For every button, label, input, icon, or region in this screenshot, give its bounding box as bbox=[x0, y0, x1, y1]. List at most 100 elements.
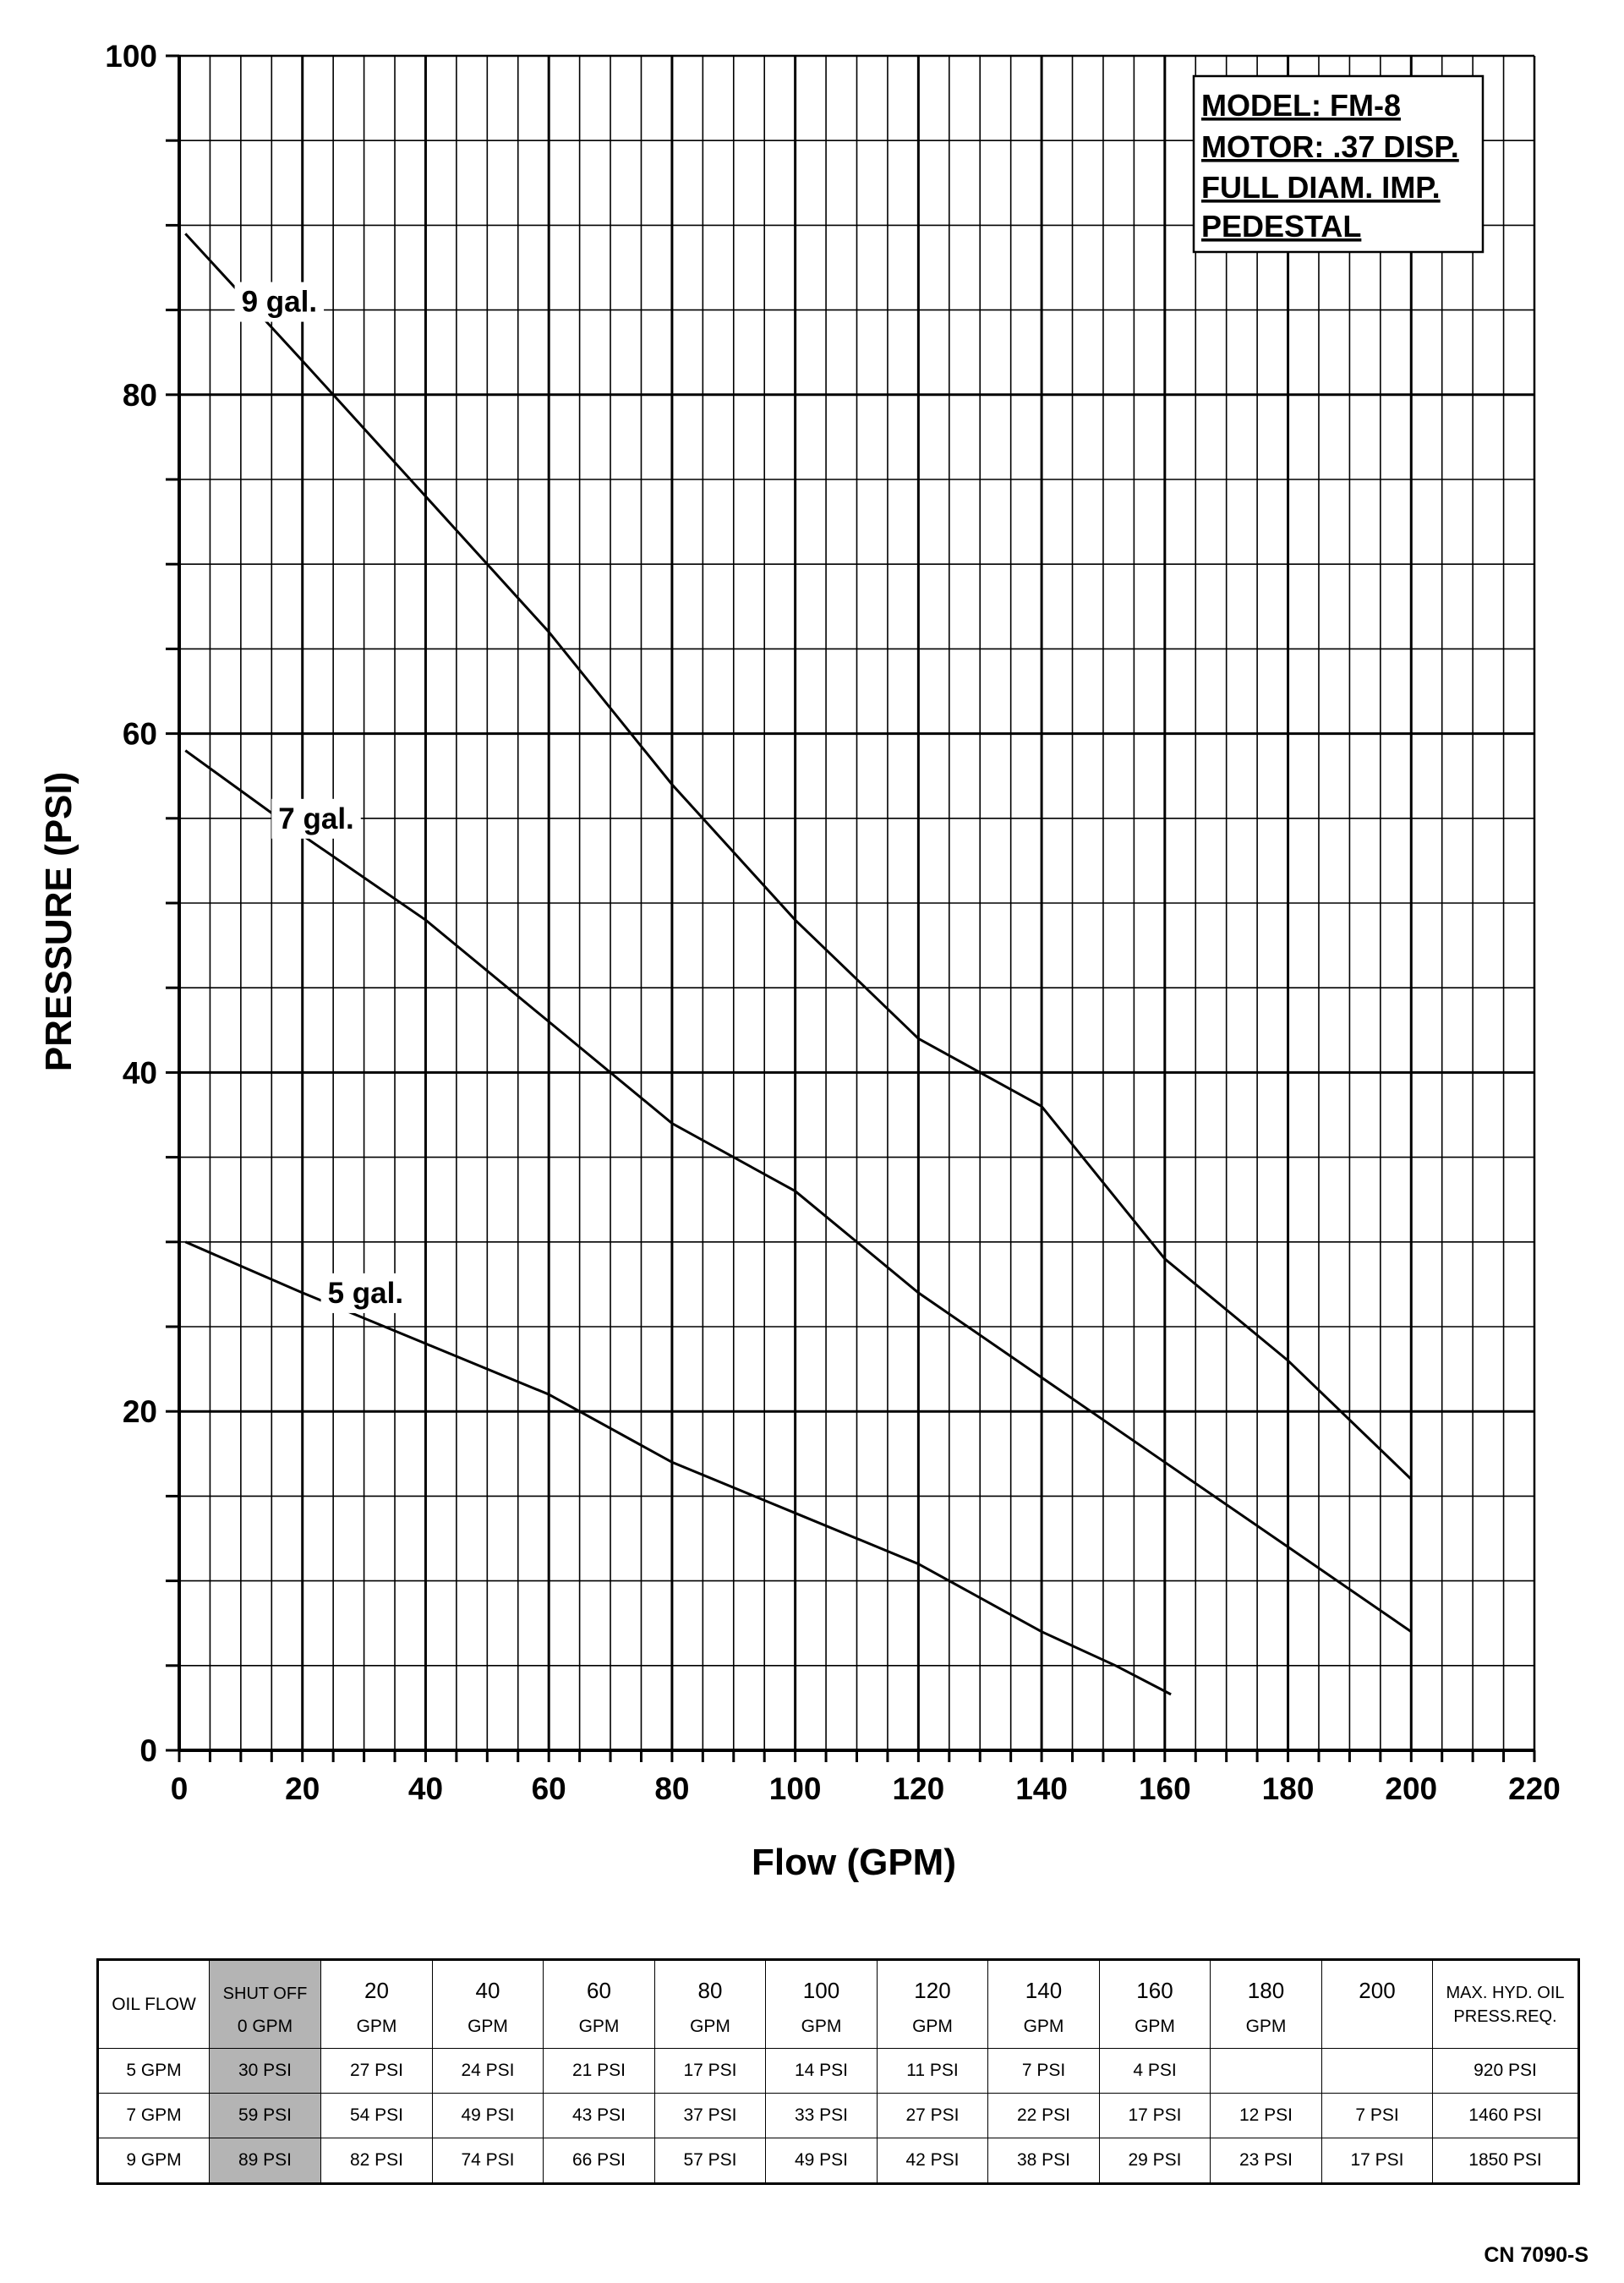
shutoff-header: SHUT OFF bbox=[209, 1959, 321, 2006]
table-cell: 43 PSI bbox=[543, 2093, 655, 2138]
y-axis-title: PRESSURE (PSI) bbox=[38, 772, 79, 1072]
table-cell: 38 PSI bbox=[987, 2138, 1100, 2184]
chart-grid bbox=[179, 56, 1534, 1750]
curve-label: 5 gal. bbox=[320, 1273, 411, 1313]
table-cell: 12 PSI bbox=[1210, 2093, 1322, 2138]
curve-label: 9 gal. bbox=[234, 282, 325, 322]
y-tick-label: 0 bbox=[139, 1733, 157, 1768]
flow-unit: GPM bbox=[320, 2006, 433, 2049]
pressure-curve bbox=[184, 1240, 1172, 1696]
table-cell: 27 PSI bbox=[320, 2048, 433, 2094]
x-tick-label: 100 bbox=[769, 1771, 822, 1806]
curve-label: 7 gal. bbox=[271, 798, 361, 839]
chart-curve-labels: 9 gal. 7 gal. 5 gal. bbox=[234, 282, 411, 1313]
table-cell: 74 PSI bbox=[432, 2138, 544, 2184]
x-tick-label: 200 bbox=[1385, 1771, 1437, 1806]
flow-unit: GPM bbox=[987, 2006, 1100, 2049]
chart-curves bbox=[184, 233, 1413, 1696]
table-cell: 42 PSI bbox=[877, 2138, 988, 2184]
x-axis-title: Flow (GPM) bbox=[752, 1842, 956, 1883]
table-row: 9 GPM 89 PSI 82 PSI 74 PSI 66 PSI 57 PSI… bbox=[97, 2138, 1579, 2184]
curve-label-background bbox=[234, 282, 325, 322]
row-label: 7 GPM bbox=[97, 2093, 210, 2138]
x-tick-label: 120 bbox=[892, 1771, 944, 1806]
y-tick-label: 60 bbox=[123, 717, 157, 752]
max-pressure-header-line: PRESS.REQ. bbox=[1453, 2007, 1557, 2026]
row-label: 5 GPM bbox=[97, 2048, 210, 2094]
max-pressure-cell: 1460 PSI bbox=[1432, 2093, 1579, 2138]
curve-label-text: 5 gal. bbox=[328, 1277, 403, 1310]
flow-unit: GPM bbox=[432, 2006, 544, 2049]
max-pressure-cell: 920 PSI bbox=[1432, 2048, 1579, 2094]
y-tick-label: 80 bbox=[123, 378, 157, 413]
curve-label-text: 9 gal. bbox=[242, 286, 317, 319]
x-tick-label: 140 bbox=[1015, 1771, 1068, 1806]
table-cell: 54 PSI bbox=[320, 2093, 433, 2138]
table-cell: 49 PSI bbox=[765, 2138, 878, 2184]
x-tick-label: 180 bbox=[1262, 1771, 1315, 1806]
pump-performance-chart: 0 20 40 60 80 100 0 20 40 60 80 100 120 140 160 180 200 2… bbox=[38, 39, 1561, 1883]
x-tick-label: 40 bbox=[408, 1771, 443, 1806]
pressure-curve bbox=[184, 233, 1413, 1481]
flow-header: 140 bbox=[987, 1959, 1100, 2006]
model-info-line: MODEL: FM-8 bbox=[1201, 88, 1401, 123]
max-pressure-header: MAX. HYD. OIL PRESS.REQ. bbox=[1432, 1959, 1579, 2049]
flow-unit: GPM bbox=[543, 2006, 655, 2049]
flow-header: 100 bbox=[765, 1959, 878, 2006]
table-row: 5 GPM 30 PSI 27 PSI 24 PSI 21 PSI 17 PSI… bbox=[97, 2048, 1579, 2094]
table-header-row: OIL FLOW SHUT OFF 20 40 60 80 100 120 14… bbox=[97, 1959, 1579, 2049]
table-cell: 14 PSI bbox=[765, 2048, 878, 2094]
table-cell: 11 PSI bbox=[877, 2048, 988, 2094]
x-tick-label: 0 bbox=[171, 1771, 189, 1806]
flow-unit: GPM bbox=[1210, 2006, 1322, 2049]
flow-unit: GPM bbox=[654, 2006, 766, 2049]
table-cell: 17 PSI bbox=[1099, 2093, 1211, 2138]
table-cell: 82 PSI bbox=[320, 2138, 433, 2184]
shutoff-cell: 89 PSI bbox=[209, 2138, 321, 2184]
table-cell: 7 PSI bbox=[1321, 2093, 1433, 2138]
oil-flow-header: OIL FLOW bbox=[97, 1959, 210, 2049]
model-info-line: PEDESTAL bbox=[1201, 209, 1361, 244]
table-cell: 33 PSI bbox=[765, 2093, 878, 2138]
curve-label-background bbox=[271, 798, 361, 839]
model-info-box-frame bbox=[1192, 74, 1485, 254]
table-cell: 37 PSI bbox=[654, 2093, 766, 2138]
y-tick-label: 20 bbox=[123, 1394, 157, 1429]
model-info-line: FULL DIAM. IMP. bbox=[1201, 170, 1441, 205]
flow-header: 80 bbox=[654, 1959, 766, 2006]
table-cell: 57 PSI bbox=[654, 2138, 766, 2184]
flow-header: 200 bbox=[1321, 1959, 1433, 2006]
curve-label-text: 7 gal. bbox=[278, 802, 353, 835]
flow-unit: GPM bbox=[765, 2006, 878, 2049]
flow-header: 60 bbox=[543, 1959, 655, 2006]
y-tick-label: 100 bbox=[105, 39, 157, 74]
table-row: 7 GPM 59 PSI 54 PSI 49 PSI 43 PSI 37 PSI… bbox=[97, 2093, 1579, 2138]
performance-table: OIL FLOW SHUT OFF 20 40 60 80 100 120 14… bbox=[96, 1958, 1580, 2185]
table-cell: 4 PSI bbox=[1099, 2048, 1211, 2094]
max-pressure-header-line: MAX. HYD. OIL bbox=[1446, 1983, 1565, 2002]
table-cell: 24 PSI bbox=[432, 2048, 544, 2094]
model-info-line: MOTOR: .37 DISP. bbox=[1201, 129, 1459, 164]
table-cell: 29 PSI bbox=[1099, 2138, 1211, 2184]
x-tick-label: 220 bbox=[1508, 1771, 1561, 1806]
flow-header: 120 bbox=[877, 1959, 988, 2006]
shutoff-cell: 30 PSI bbox=[209, 2048, 321, 2094]
pressure-curve bbox=[184, 749, 1413, 1633]
table-cell: 66 PSI bbox=[543, 2138, 655, 2184]
flow-header: 180 bbox=[1210, 1959, 1322, 2006]
row-label: 9 GPM bbox=[97, 2138, 210, 2184]
flow-unit bbox=[1321, 2006, 1433, 2049]
table-cell bbox=[1321, 2048, 1433, 2094]
table-cell: 49 PSI bbox=[432, 2093, 544, 2138]
x-tick-label: 60 bbox=[532, 1771, 566, 1806]
table-cell: 22 PSI bbox=[987, 2093, 1100, 2138]
max-pressure-cell: 1850 PSI bbox=[1432, 2138, 1579, 2184]
curve-label-background bbox=[320, 1273, 411, 1313]
flow-unit: GPM bbox=[877, 2006, 988, 2049]
shutoff-subheader: 0 GPM bbox=[209, 2006, 321, 2049]
flow-header: 20 bbox=[320, 1959, 433, 2006]
table-cell: 17 PSI bbox=[1321, 2138, 1433, 2184]
table-cell: 21 PSI bbox=[543, 2048, 655, 2094]
shutoff-cell: 59 PSI bbox=[209, 2093, 321, 2138]
x-tick-label: 20 bbox=[285, 1771, 320, 1806]
